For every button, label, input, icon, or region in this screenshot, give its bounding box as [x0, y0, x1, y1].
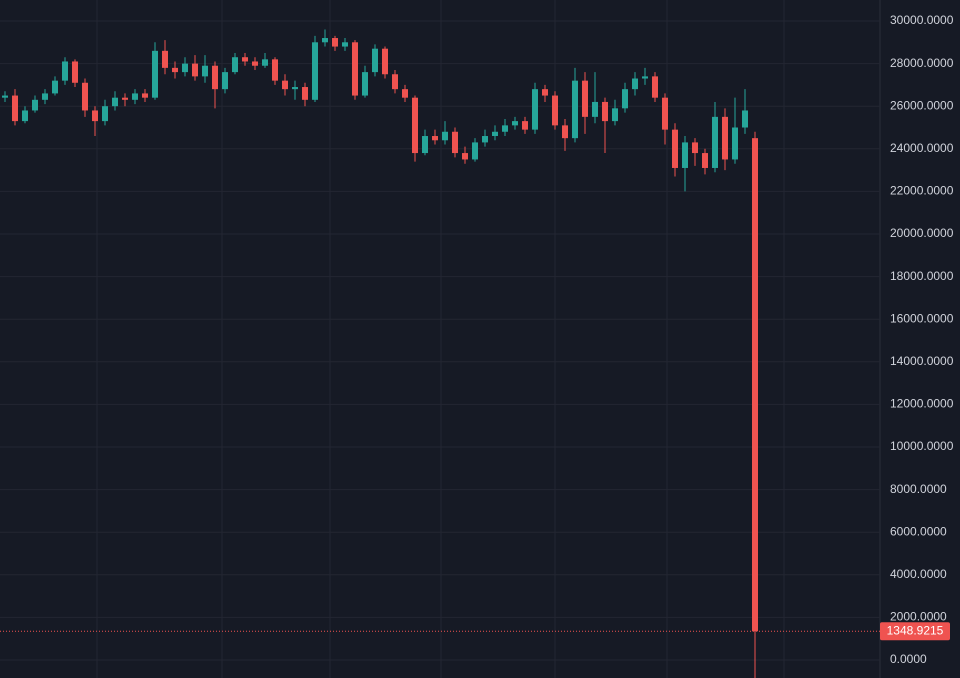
candle-body	[492, 131, 498, 137]
y-tick-label: 6000.0000	[890, 524, 947, 538]
candle-body	[222, 72, 228, 90]
candle-body	[62, 61, 68, 81]
y-tick-label: 0.0000	[890, 652, 927, 666]
candle-body	[372, 48, 378, 73]
candle-body	[342, 42, 348, 47]
candle-body	[362, 72, 368, 96]
candle-body	[282, 80, 288, 90]
candle-body	[552, 95, 558, 126]
candle-body	[42, 93, 48, 100]
candle-body	[402, 89, 408, 98]
candle-body	[622, 89, 628, 109]
candle-body	[602, 101, 608, 122]
candle-body	[192, 63, 198, 77]
candle-body	[732, 127, 738, 160]
candle-body	[142, 93, 148, 98]
candle-body	[312, 42, 318, 100]
candle-body	[582, 80, 588, 117]
y-tick-label: 16000.0000	[890, 311, 954, 325]
last-price-label: 1348.9215	[887, 623, 944, 637]
y-tick-label: 24000.0000	[890, 141, 954, 155]
y-tick-label: 2000.0000	[890, 610, 947, 624]
candle-body	[102, 106, 108, 122]
candle-body	[322, 38, 328, 43]
candle-body	[52, 80, 58, 94]
y-tick-label: 18000.0000	[890, 269, 954, 283]
candle-body	[122, 97, 128, 100]
candle-body	[332, 38, 338, 47]
candle-body	[242, 57, 248, 62]
candle-body	[532, 89, 538, 130]
candle-body	[172, 67, 178, 73]
candle-body	[752, 138, 758, 632]
candle-body	[92, 110, 98, 122]
y-tick-label: 12000.0000	[890, 397, 954, 411]
y-tick-label: 20000.0000	[890, 226, 954, 240]
candle-body	[202, 65, 208, 77]
candle-body	[212, 65, 218, 90]
candle-body	[152, 50, 158, 98]
candle-body	[502, 125, 508, 132]
candle-body	[392, 74, 398, 90]
candle-body	[292, 87, 298, 90]
candle-body	[162, 50, 168, 68]
candle-body	[592, 101, 598, 117]
candle-body	[672, 129, 678, 168]
y-tick-label: 28000.0000	[890, 56, 954, 70]
candle-body	[32, 99, 38, 111]
y-tick-label: 4000.0000	[890, 567, 947, 581]
candle-body	[612, 108, 618, 122]
candle-body	[472, 142, 478, 160]
candle-body	[422, 136, 428, 154]
last-price-box	[880, 622, 950, 641]
candle-body	[232, 57, 238, 73]
candle-body	[482, 136, 488, 143]
candle-body	[512, 121, 518, 126]
candle-body	[382, 48, 388, 75]
candle-body	[652, 76, 658, 98]
candle-body	[562, 125, 568, 139]
candle-body	[272, 59, 278, 81]
candle-body	[112, 97, 118, 107]
candle-body	[352, 42, 358, 96]
candle-body	[522, 121, 528, 130]
candle-body	[702, 153, 708, 168]
candle-body	[642, 76, 648, 79]
candle-body	[72, 61, 78, 83]
y-tick-label: 10000.0000	[890, 439, 954, 453]
y-tick-label: 30000.0000	[890, 13, 954, 27]
candle-body	[632, 78, 638, 90]
candle-body	[432, 136, 438, 141]
candle-body	[712, 116, 718, 168]
candle-body	[572, 80, 578, 139]
candle-body	[2, 95, 8, 98]
candle-body	[252, 61, 258, 66]
candle-body	[452, 131, 458, 154]
candle-body	[182, 63, 188, 73]
candle-body	[462, 153, 468, 160]
candle-body	[742, 110, 748, 128]
candle-body	[662, 97, 668, 130]
candle-body	[132, 93, 138, 100]
candle-body	[22, 110, 28, 122]
y-tick-label: 22000.0000	[890, 184, 954, 198]
candle-body	[692, 142, 698, 154]
candle-body	[542, 89, 548, 96]
candle-body	[12, 95, 18, 122]
candle-body	[442, 131, 448, 141]
y-tick-label: 26000.0000	[890, 98, 954, 112]
candle-body	[302, 87, 308, 100]
candle-body	[82, 82, 88, 111]
candle-body	[262, 59, 268, 66]
candle-body	[412, 97, 418, 154]
candle-body	[682, 142, 688, 168]
y-tick-label: 8000.0000	[890, 482, 947, 496]
candle-body	[722, 116, 728, 160]
y-tick-label: 14000.0000	[890, 354, 954, 368]
